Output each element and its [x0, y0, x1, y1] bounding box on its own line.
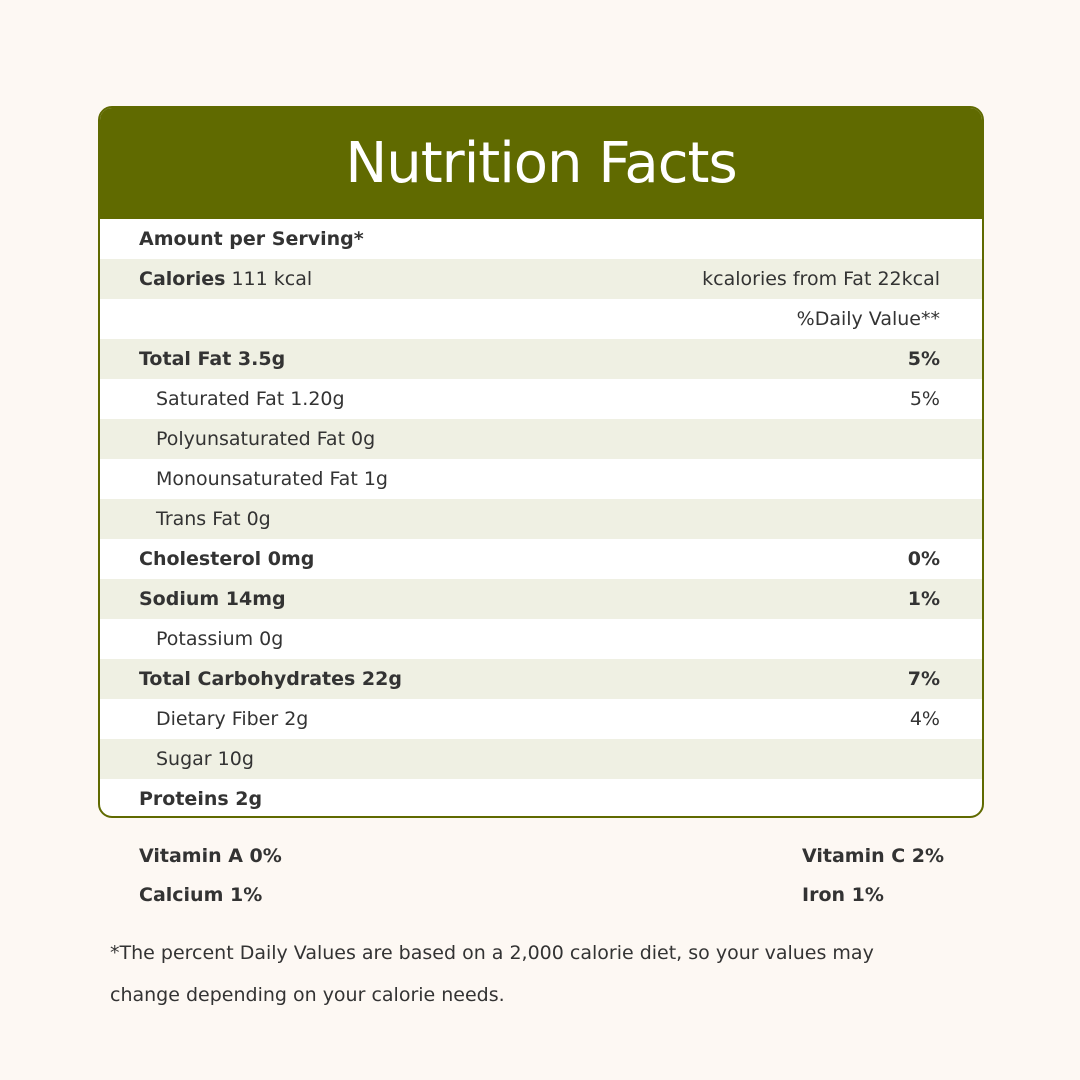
vitamin-a: Vitamin A 0%: [139, 845, 282, 867]
amount-per-serving: Amount per Serving*: [139, 228, 364, 250]
nutrient-row: Polyunsaturated Fat 0g: [100, 419, 982, 459]
nutrient-daily-value: 5%: [909, 388, 940, 410]
nutrient-label: Sodium 14mg: [139, 588, 286, 610]
nutrient-row: Cholesterol 0mg 0%: [100, 539, 982, 579]
calories-label: Calories: [139, 268, 226, 290]
nutrient-daily-value: 5%: [907, 348, 940, 370]
nutrient-row: Total Carbohydrates 22g 7%: [100, 659, 982, 699]
nutrient-label: Polyunsaturated Fat 0g: [156, 428, 376, 450]
nutrient-label: Cholesterol 0mg: [139, 548, 315, 570]
nutrient-label: Potassium 0g: [156, 628, 284, 650]
title: Nutrition Facts: [345, 131, 737, 196]
nutrient-daily-value: 4%: [909, 708, 940, 730]
vitamin-c: Vitamin C 2%: [802, 845, 945, 867]
nutrient-label: Dietary Fiber 2g: [156, 708, 309, 730]
daily-value-header-row: %Daily Value**: [100, 299, 982, 339]
nutrient-label: Total Fat 3.5g: [139, 348, 286, 370]
nutrient-label: Trans Fat 0g: [156, 508, 271, 530]
nutrient-row: Saturated Fat 1.20g 5%: [100, 379, 982, 419]
nutrient-label: Proteins 2g: [139, 788, 263, 810]
daily-value-header: %Daily Value**: [796, 308, 940, 330]
amount-per-serving-row: Amount per Serving*: [100, 219, 982, 259]
nutrient-label: Monounsaturated Fat 1g: [156, 468, 388, 490]
calories-row: Calories 111 kcal kcalories from Fat 22k…: [100, 259, 982, 299]
nutrient-label: Total Carbohydrates 22g: [139, 668, 402, 690]
nutrient-row: Monounsaturated Fat 1g: [100, 459, 982, 499]
footnote: *The percent Daily Values are based on a…: [110, 942, 874, 1006]
header: Nutrition Facts: [100, 108, 982, 219]
nutrient-row: Potassium 0g: [100, 619, 982, 659]
calories-from-fat: kcalories from Fat 22kcal: [702, 268, 940, 290]
nutrient-row: Sugar 10g: [100, 739, 982, 779]
nutrient-row: Trans Fat 0g: [100, 499, 982, 539]
nutrient-label: Sugar 10g: [156, 748, 254, 770]
nutrient-label: Saturated Fat 1.20g: [156, 388, 345, 410]
iron: Iron 1%: [802, 884, 884, 906]
nutrient-row: Dietary Fiber 2g 4%: [100, 699, 982, 739]
nutrient-row: Sodium 14mg 1%: [100, 579, 982, 619]
calcium: Calcium 1%: [139, 884, 263, 906]
nutrient-row: Total Fat 3.5g 5%: [100, 339, 982, 379]
calories-value: 111 kcal: [231, 268, 313, 290]
nutrient-daily-value: 7%: [907, 668, 940, 690]
nutrient-daily-value: 0%: [907, 548, 940, 570]
nutrient-daily-value: 1%: [907, 588, 940, 610]
nutrition-facts-card: Nutrition Facts Amount per Serving* Calo…: [98, 106, 984, 818]
nutrient-row: Proteins 2g: [100, 779, 982, 816]
